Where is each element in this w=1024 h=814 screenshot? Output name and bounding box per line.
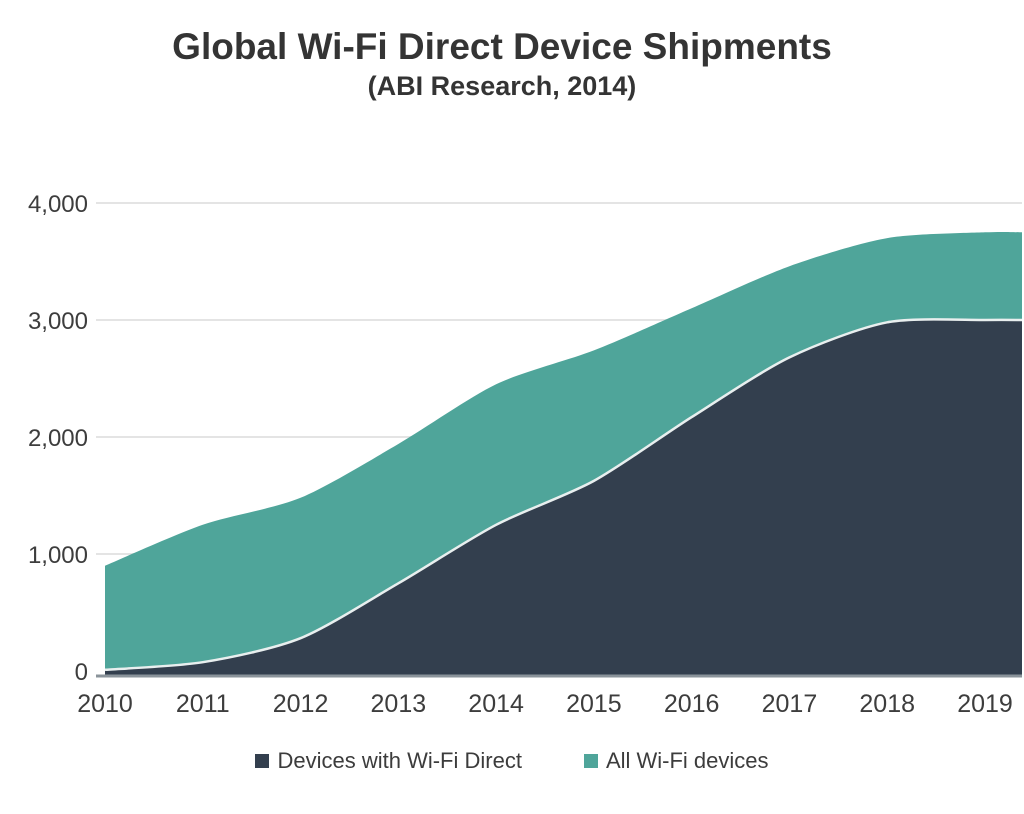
- x-axis-tick-label: 2013: [371, 690, 427, 718]
- y-axis-tick-label: 3,000: [28, 308, 88, 335]
- legend-item-all-wifi: All Wi-Fi devices: [583, 748, 769, 774]
- y-axis-tick-label: 0: [75, 659, 88, 686]
- series-boundary-line: [104, 318, 1023, 672]
- x-axis-tick-label: 2011: [176, 690, 230, 718]
- y-axis-tick-label: 2,000: [28, 425, 88, 452]
- legend-label-wifi-direct: Devices with Wi-Fi Direct: [277, 748, 522, 773]
- x-axis-tick-label: 2012: [273, 690, 329, 718]
- x-axis-tick-label: 2014: [468, 690, 524, 718]
- x-axis-tick-label: 2010: [77, 690, 133, 718]
- chart-legend: Devices with Wi-Fi Direct All Wi-Fi devi…: [0, 748, 1024, 774]
- x-axis-tick-label: 2019: [957, 690, 1013, 718]
- x-axis-tick-label: 2016: [664, 690, 720, 718]
- area-wifi-direct: [105, 319, 1022, 675]
- x-axis-tick-label: 2017: [762, 690, 818, 718]
- chart-subtitle: (ABI Research, 2014): [367, 70, 637, 101]
- all-wifi-swatch-icon: [583, 754, 598, 768]
- x-axis-tick-label: 2018: [859, 690, 915, 718]
- y-axis-tick-label: 1,000: [28, 542, 88, 569]
- legend-item-wifi-direct: Devices with Wi-Fi Direct: [255, 748, 522, 774]
- legend-label-all-wifi: All Wi-Fi devices: [605, 748, 769, 773]
- x-axis-tick-label: 2015: [566, 690, 622, 718]
- y-axis-tick-label: 4,000: [28, 191, 88, 218]
- area-chart: 0 1,000 2,000 3,000 4,000 2010 2011 2012 2013 201…: [28, 191, 1023, 718]
- chart-title: Global Wi-Fi Direct Device Shipments: [172, 26, 832, 67]
- title-block: Global Wi-Fi Direct Device Shipments (AB…: [0, 26, 1004, 102]
- wifi-direct-swatch-icon: [255, 754, 270, 768]
